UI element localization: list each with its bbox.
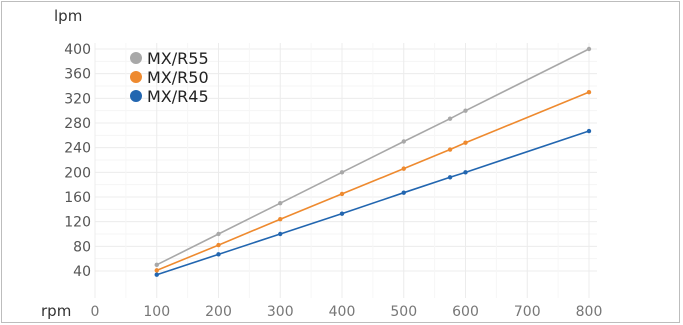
- y-tick-label: 160: [64, 190, 91, 206]
- legend-label: MX/R50: [147, 68, 209, 87]
- y-tick-label: 200: [64, 165, 91, 181]
- x-tick-label: 500: [390, 304, 417, 320]
- data-point: [447, 175, 453, 180]
- data-point: [216, 242, 221, 248]
- series-line-mx-r55: [156, 48, 590, 266]
- grid-lines: [94, 43, 597, 298]
- legend-marker: [130, 90, 142, 102]
- data-point: [586, 89, 592, 95]
- y-tick-label: 40: [73, 264, 91, 280]
- y-tick-label: 240: [64, 141, 91, 157]
- y-axis-label: lpm: [54, 7, 82, 25]
- y-axis-ticks: 400 360 320 280 240 200 160 120 80 40: [64, 42, 91, 280]
- y-tick-label: 80: [73, 239, 91, 255]
- legend-marker: [130, 71, 142, 83]
- data-point: [154, 272, 159, 277]
- data-point: [278, 217, 283, 222]
- y-tick-label: 120: [64, 215, 91, 231]
- data-point: [586, 128, 592, 134]
- data-point: [339, 170, 345, 175]
- data-point: [216, 231, 221, 237]
- data-point: [463, 140, 468, 145]
- data-point: [447, 116, 453, 121]
- x-tick-label: 300: [267, 304, 294, 320]
- x-tick-label: 600: [452, 304, 479, 320]
- legend-label: MX/R55: [147, 49, 209, 68]
- legend-marker: [130, 52, 142, 64]
- x-tick-label: 100: [143, 304, 170, 320]
- data-point: [463, 170, 468, 175]
- data-point: [401, 190, 406, 195]
- x-tick-label: 0: [91, 304, 100, 320]
- y-tick-label: 320: [64, 91, 91, 107]
- x-tick-label: 400: [329, 304, 356, 320]
- data-point: [401, 166, 406, 171]
- series-lines: [154, 46, 592, 277]
- data-point: [447, 147, 453, 152]
- data-point: [154, 262, 159, 268]
- data-point: [216, 252, 221, 257]
- y-tick-label: 400: [64, 42, 91, 58]
- data-point: [586, 46, 592, 52]
- legend-label: MX/R45: [147, 87, 209, 106]
- data-point: [278, 231, 283, 237]
- data-point: [154, 268, 159, 273]
- y-tick-label: 360: [64, 67, 91, 83]
- x-tick-label: 800: [576, 304, 603, 320]
- x-tick-label: 200: [205, 304, 232, 320]
- data-point: [339, 191, 345, 197]
- data-point: [278, 200, 283, 206]
- series-line-mx-r50: [156, 91, 590, 272]
- y-tick-label: 280: [64, 116, 91, 132]
- data-point: [339, 211, 345, 216]
- series-line-mx-r45: [156, 130, 590, 276]
- x-axis-label: rpm: [41, 302, 71, 320]
- x-axis-ticks: 0 100 200 300 400 500 600 700 800: [91, 304, 603, 320]
- data-point: [463, 108, 468, 113]
- x-tick-label: 700: [514, 304, 541, 320]
- data-point: [401, 139, 406, 144]
